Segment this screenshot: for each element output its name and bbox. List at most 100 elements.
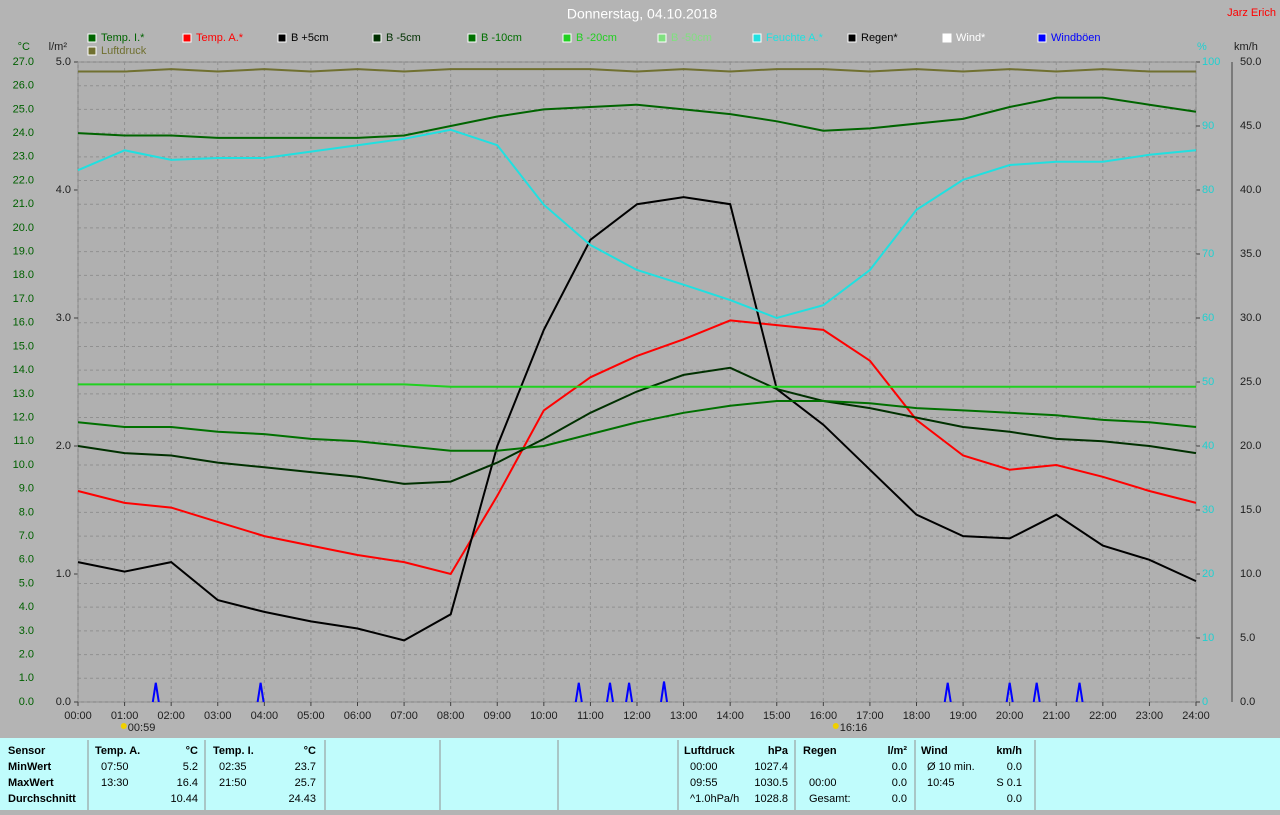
x-tick-label: 13:00	[670, 710, 698, 722]
table-cell: 0.0	[1007, 761, 1022, 773]
table-cell: 0.0	[892, 761, 907, 773]
sun-label: 00:59	[128, 722, 156, 734]
y3-tick-label: 3.0	[56, 312, 71, 324]
legend-swatch	[1037, 33, 1047, 43]
y-tick-label: 21.0	[13, 198, 34, 210]
x-tick-label: 07:00	[390, 710, 418, 722]
table-cell: Regen	[803, 745, 837, 757]
table-cell: 0.0	[1007, 793, 1022, 805]
series-line	[77, 366, 1197, 485]
y3-tick-label: 1.0	[56, 568, 71, 580]
legend-swatch	[562, 33, 572, 43]
table-cell: S 0.1	[996, 777, 1022, 789]
legend-label: B +5cm	[291, 32, 329, 44]
x-tick-label: 06:00	[344, 710, 372, 722]
x-tick-label: 19:00	[949, 710, 977, 722]
y4-tick-label: 40.0	[1240, 184, 1261, 196]
series-line	[77, 96, 1197, 139]
gust-spike	[256, 682, 265, 703]
table-cell: 0.0	[892, 793, 907, 805]
y4-tick-label: 10.0	[1240, 568, 1261, 580]
y-tick-label: 12.0	[13, 411, 34, 423]
table-cell: MinWert	[8, 761, 52, 773]
table-cell: 00:00	[690, 761, 718, 773]
y-tick-label: 8.0	[19, 506, 34, 518]
x-tick-label: 17:00	[856, 710, 884, 722]
table-cell: 23.7	[295, 761, 316, 773]
legend-swatch	[372, 33, 382, 43]
table-cell: 21:50	[219, 777, 247, 789]
y-tick-label: 22.0	[13, 174, 34, 186]
table-cell: 0.0	[892, 777, 907, 789]
x-tick-label: 16:00	[810, 710, 838, 722]
y-tick-label: 13.0	[13, 388, 34, 400]
legend-label: Temp. A.*	[196, 32, 244, 44]
series-line	[77, 196, 1197, 642]
corner-text: Jarz Erich	[1227, 7, 1276, 19]
y2-tick-label: 0	[1202, 696, 1208, 708]
table-cell: 16.4	[177, 777, 198, 789]
table-cell: Sensor	[8, 745, 46, 757]
y-tick-label: 0.0	[19, 696, 34, 708]
sun-label: 16:16	[840, 722, 868, 734]
table-cell: l/m²	[887, 745, 907, 757]
legend-swatch	[752, 33, 762, 43]
table-cell: 1030.5	[754, 777, 788, 789]
y4-tick-label: 30.0	[1240, 312, 1261, 324]
y4-tick-label: 35.0	[1240, 248, 1261, 260]
x-tick-label: 00:00	[64, 710, 92, 722]
table-cell: Durchschnitt	[8, 793, 76, 805]
y2-tick-label: 60	[1202, 312, 1214, 324]
y-tick-label: 27.0	[13, 56, 34, 68]
y-tick-label: 4.0	[19, 601, 34, 613]
y3-unit: l/m²	[49, 41, 68, 53]
y-tick-label: 9.0	[19, 483, 34, 495]
y-tick-label: 19.0	[13, 246, 34, 258]
table-cell: 10:45	[927, 777, 955, 789]
x-tick-label: 14:00	[716, 710, 744, 722]
y-tick-label: 5.0	[19, 577, 34, 589]
y4-tick-label: 15.0	[1240, 504, 1261, 516]
gust-spike	[151, 682, 160, 703]
table-cell: 00:00	[809, 777, 837, 789]
legend-label: Wind*	[956, 32, 986, 44]
x-tick-label: 04:00	[251, 710, 279, 722]
table-cell: 02:35	[219, 761, 247, 773]
series-line	[78, 68, 1196, 73]
y-tick-label: 10.0	[13, 459, 34, 471]
table-cell: 24.43	[288, 793, 316, 805]
y-tick-label: 14.0	[13, 364, 34, 376]
x-tick-label: 10:00	[530, 710, 558, 722]
y2-tick-label: 40	[1202, 440, 1214, 452]
x-tick-label: 02:00	[157, 710, 185, 722]
x-tick-label: 12:00	[623, 710, 651, 722]
y4-tick-label: 20.0	[1240, 440, 1261, 452]
x-tick-label: 23:00	[1136, 710, 1164, 722]
x-tick-label: 01:00	[111, 710, 139, 722]
y2-tick-label: 90	[1202, 120, 1214, 132]
y2-tick-label: 10	[1202, 632, 1214, 644]
y-tick-label: 24.0	[13, 127, 34, 139]
series-line	[78, 383, 1196, 388]
x-tick-label: 20:00	[996, 710, 1024, 722]
table-cell: 09:55	[690, 777, 718, 789]
table-cell: Temp. I.	[213, 745, 254, 757]
y-tick-label: 7.0	[19, 530, 34, 542]
series-line	[77, 128, 1197, 320]
table-cell: °C	[186, 745, 198, 757]
legend-label: Luftdruck	[101, 45, 147, 57]
gust-spike	[943, 682, 952, 703]
x-tick-label: 03:00	[204, 710, 232, 722]
gust-spike	[605, 682, 614, 703]
y-tick-label: 15.0	[13, 340, 34, 352]
x-tick-label: 15:00	[763, 710, 791, 722]
gust-spike	[574, 682, 583, 703]
series-line	[77, 319, 1197, 576]
table-cell: 10.44	[170, 793, 198, 805]
chart-title: Donnerstag, 04.10.2018	[567, 6, 717, 22]
x-tick-label: 08:00	[437, 710, 465, 722]
y2-tick-label: 80	[1202, 184, 1214, 196]
y3-tick-label: 0.0	[56, 696, 71, 708]
gust-spike	[1075, 682, 1084, 703]
y2-tick-label: 20	[1202, 568, 1214, 580]
